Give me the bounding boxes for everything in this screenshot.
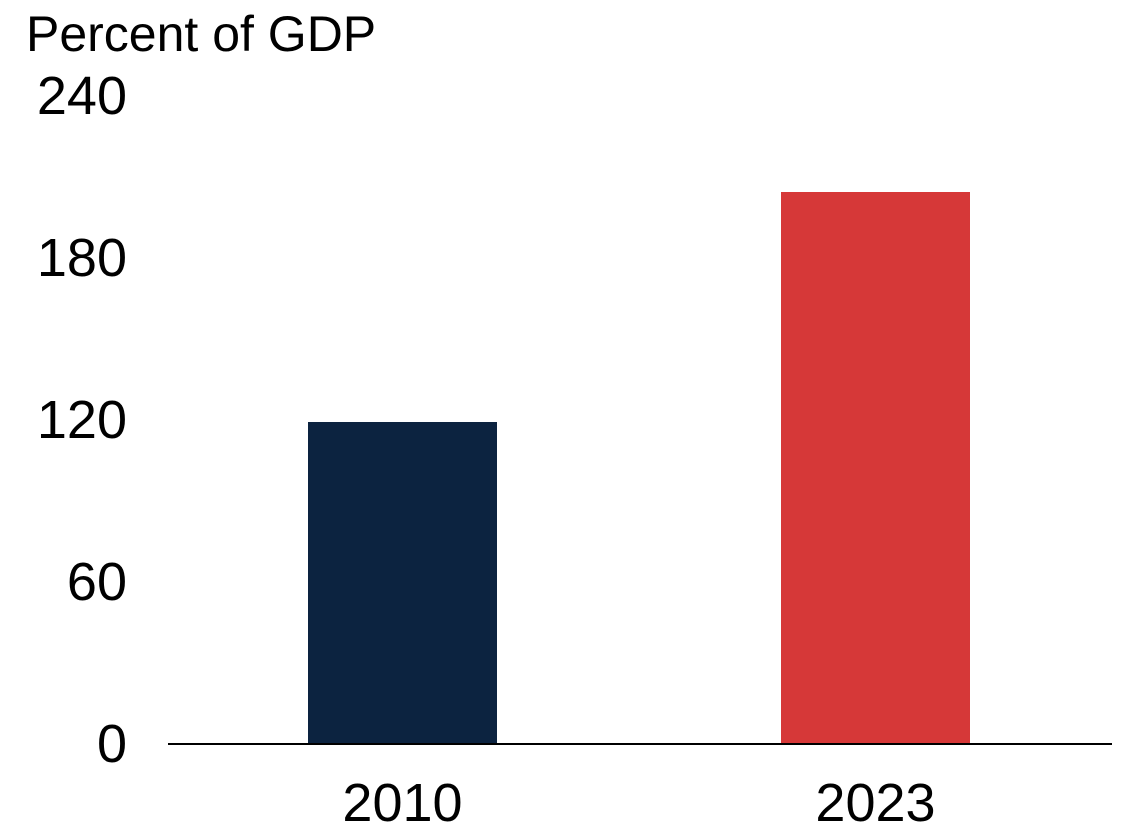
bar-2023 <box>781 192 970 743</box>
y-tick-label: 120 <box>36 390 127 450</box>
y-tick-label: 180 <box>36 228 127 288</box>
y-tick-label: 0 <box>96 714 127 774</box>
y-tick-label: 60 <box>66 552 127 612</box>
x-tick-label: 2010 <box>342 773 463 833</box>
y-tick-label: 240 <box>36 66 127 126</box>
x-axis-line <box>168 743 1112 745</box>
chart-title: Percent of GDP <box>26 6 377 62</box>
bar-2010 <box>308 421 497 743</box>
x-tick-label: 2023 <box>815 773 936 833</box>
